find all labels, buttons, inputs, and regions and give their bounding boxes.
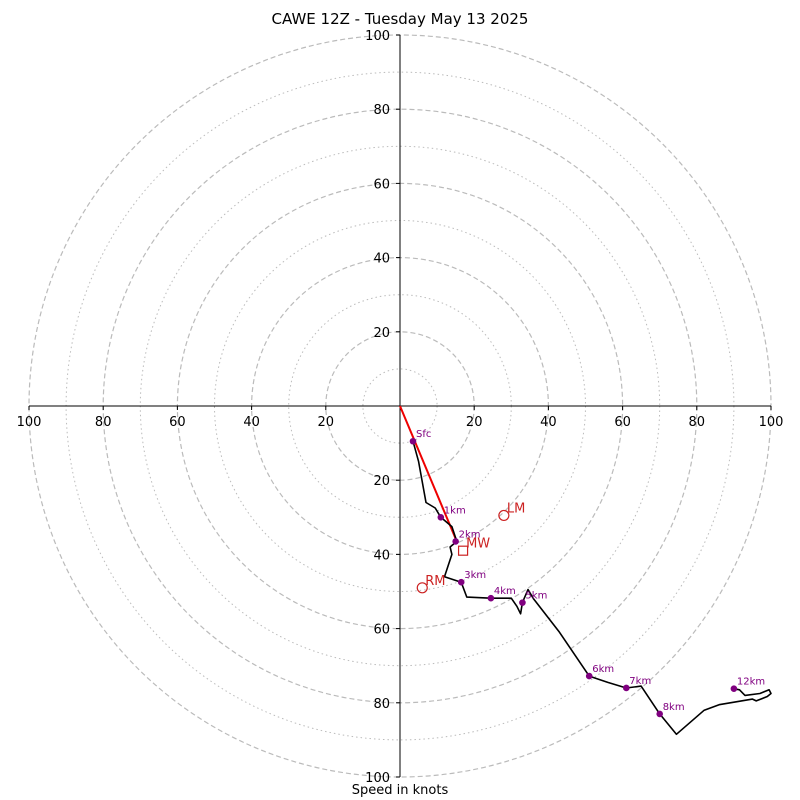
height-marker-point (585, 672, 593, 680)
height-marker-label: 8km (663, 702, 685, 713)
storm-motion-marker (498, 509, 510, 522)
y-tick-label: 80 (373, 697, 390, 712)
height-marker-label: 1km (444, 505, 466, 516)
y-tick-label: 60 (373, 623, 390, 638)
storm-motion-marker (457, 545, 469, 556)
x-axis-label: Speed in knots (351, 783, 449, 798)
height-marker-label: 6km (592, 664, 614, 675)
height-marker-label: 5km (525, 591, 547, 602)
wind-profile-line (412, 440, 772, 736)
shear-vector-layer (399, 405, 458, 542)
height-marker-point (452, 538, 459, 545)
x-tick-label: 40 (540, 415, 557, 430)
y-tick-label: 20 (373, 474, 390, 489)
height-marker-point (437, 514, 445, 521)
height-marker-point (656, 710, 663, 718)
y-tick-label: 100 (365, 29, 390, 44)
height-marker-label: Sfc (416, 429, 431, 440)
storm-motion-label: LM (507, 501, 525, 516)
height-marker-label: 2km (459, 529, 481, 540)
height-marker-point (457, 578, 465, 586)
height-marker-point (487, 594, 495, 602)
chart-title: CAWE 12Z - Tuesday May 13 2025 (271, 10, 529, 28)
wind-profile-layer (412, 440, 772, 736)
y-tick-label: 20 (373, 326, 390, 341)
storm-motion-layer: LM MW RM (416, 501, 525, 594)
height-marker-label: 7km (629, 676, 651, 687)
y-tick-label: 40 (373, 548, 390, 563)
storm-motion-label: MW (466, 537, 490, 552)
storm-motion-marker (416, 582, 428, 594)
y-tick-label: 100 (365, 771, 390, 786)
height-markers-layer: Sfc 1km 2km 3km 4km 5km 6km 7km 8km 12km (409, 429, 765, 718)
y-tick-label: 80 (373, 103, 390, 118)
storm-motion-label: RM (425, 574, 445, 589)
height-marker-point (409, 437, 417, 445)
height-marker-label: 3km (464, 570, 486, 581)
x-tick-label: 20 (466, 415, 483, 430)
x-tick-label: 60 (169, 415, 186, 430)
tick-labels: 100 80 60 40 20 20 40 60 80 100 20 20 40 40 60 60 80 80 10… (17, 29, 784, 786)
height-marker-point (519, 599, 526, 606)
x-tick-label: 20 (318, 415, 335, 430)
x-tick-label: 40 (243, 415, 260, 430)
x-tick-label: 100 (759, 415, 784, 430)
y-tick-label: 60 (373, 177, 390, 192)
x-tick-label: 80 (95, 415, 112, 430)
height-marker-point (623, 684, 630, 692)
x-tick-label: 80 (689, 415, 706, 430)
height-marker-label: 4km (494, 586, 516, 597)
shear-vector-line (399, 405, 458, 542)
y-tick-label: 40 (373, 252, 390, 267)
x-tick-label: 60 (614, 415, 631, 430)
height-marker-label: 12km (737, 677, 765, 688)
x-tick-label: 100 (17, 415, 42, 430)
height-marker-point (730, 685, 738, 693)
